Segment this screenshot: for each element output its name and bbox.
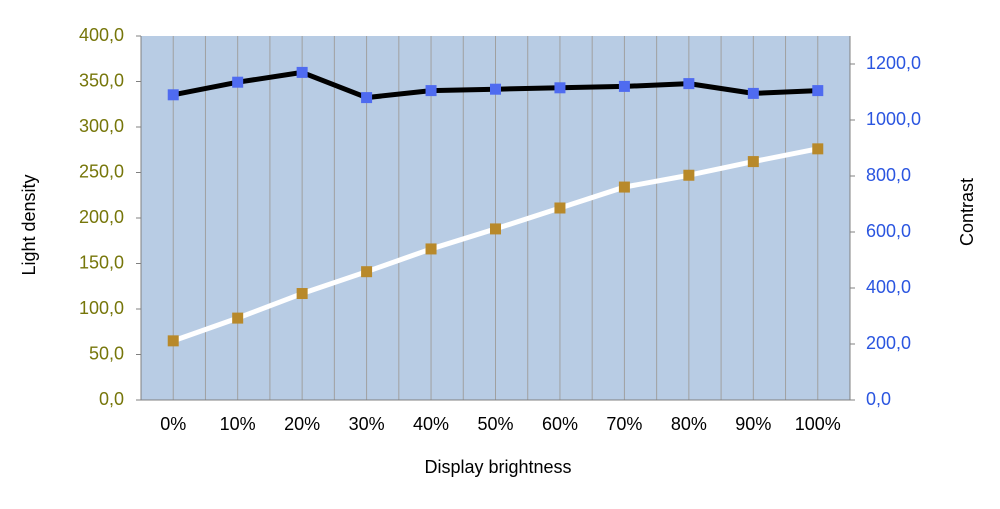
y-tick-label: 250,0 (79, 161, 124, 181)
marker (490, 223, 501, 235)
y2-tick-label: 800,0 (866, 165, 911, 185)
y-tick-label: 50,0 (89, 343, 124, 363)
marker (618, 181, 630, 193)
y-tick-label: 100,0 (79, 298, 124, 318)
marker (490, 83, 501, 95)
y-tick-label: 200,0 (79, 207, 124, 227)
x-tick-label: 10% (220, 414, 256, 434)
y-tick-label: 300,0 (79, 116, 124, 136)
x-tick-label: 40% (413, 414, 449, 434)
marker (747, 156, 759, 168)
marker (167, 89, 179, 101)
x-tick-label: 0% (160, 414, 186, 434)
x-tick-label: 90% (735, 414, 771, 434)
marker (812, 143, 824, 155)
x-tick-label: 30% (349, 414, 385, 434)
y-tick-label: 400,0 (79, 25, 124, 45)
x-tick-label: 70% (606, 414, 642, 434)
marker (683, 78, 695, 90)
y-tick-label: 350,0 (79, 70, 124, 90)
y-axis-title: Light density (19, 174, 39, 275)
marker (232, 312, 244, 324)
marker (554, 202, 566, 214)
marker (812, 85, 824, 97)
marker (361, 266, 373, 278)
y2-axis-title: Contrast (957, 178, 977, 246)
x-tick-label: 50% (477, 414, 513, 434)
marker (618, 80, 630, 92)
y2-tick-label: 1200,0 (866, 53, 921, 73)
y-tick-label: 0,0 (99, 389, 124, 409)
marker (425, 85, 437, 97)
marker (361, 92, 373, 104)
x-tick-label: 80% (671, 414, 707, 434)
y2-tick-label: 600,0 (866, 221, 911, 241)
y2-tick-label: 400,0 (866, 277, 911, 297)
marker (554, 82, 566, 94)
marker (747, 87, 759, 99)
y2-tick-label: 200,0 (866, 333, 911, 353)
y2-tick-label: 0,0 (866, 389, 891, 409)
y2-tick-label: 1000,0 (866, 109, 921, 129)
marker (683, 169, 695, 181)
x-axis-title: Display brightness (424, 457, 571, 477)
marker (296, 288, 308, 300)
x-tick-label: 60% (542, 414, 578, 434)
x-tick-label: 100% (795, 414, 841, 434)
marker (232, 76, 244, 88)
marker (167, 335, 179, 347)
marker (425, 243, 437, 255)
x-tick-label: 20% (284, 414, 320, 434)
marker (296, 66, 308, 78)
y-tick-label: 150,0 (79, 252, 124, 272)
